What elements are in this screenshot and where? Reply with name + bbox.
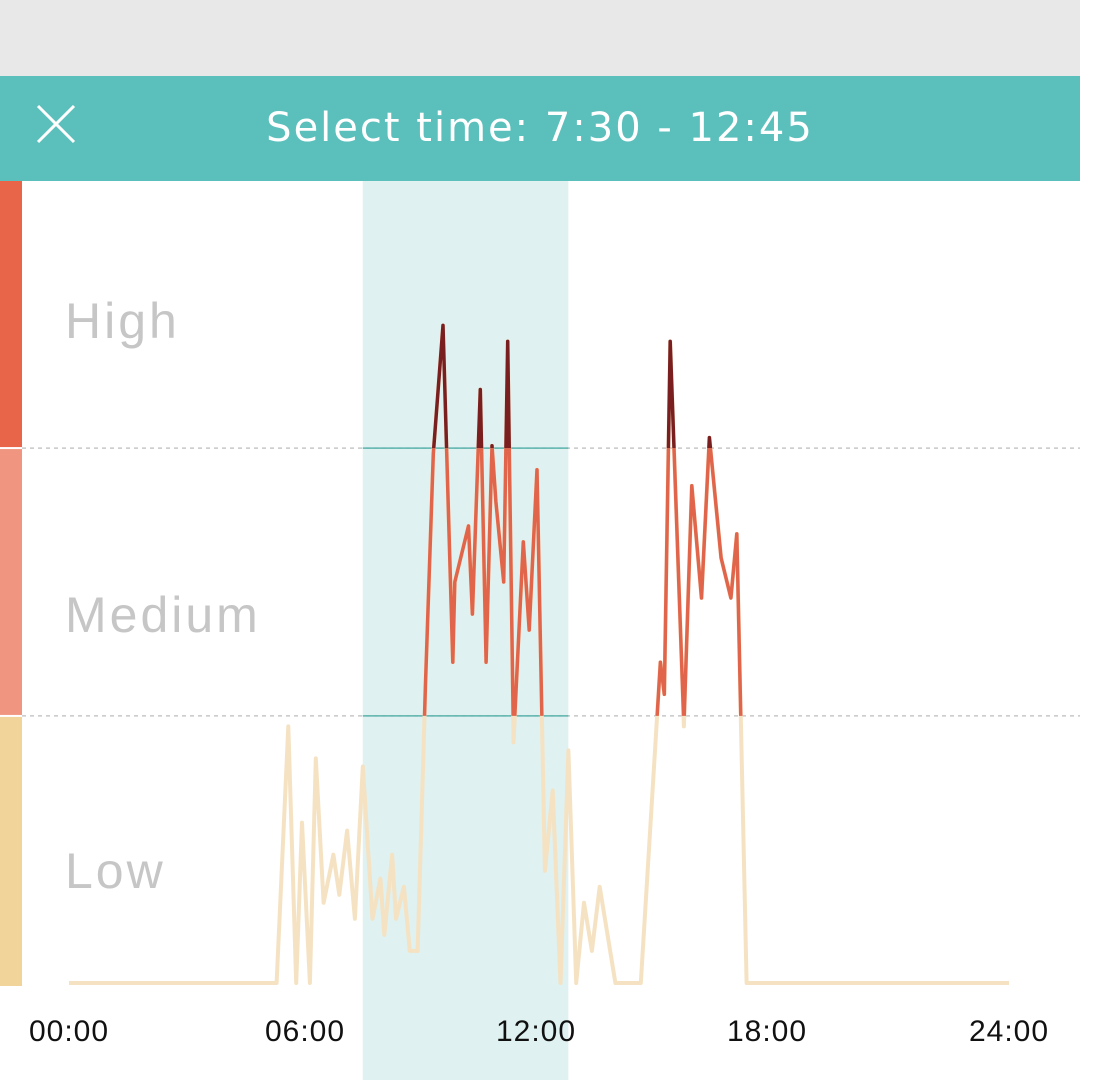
right-edge (1080, 0, 1120, 1080)
x-tick-label: 24:00 (968, 1015, 1050, 1048)
close-button[interactable] (30, 98, 82, 150)
page-title: Select time: 7:30 - 12:45 (266, 105, 814, 151)
close-icon (36, 104, 76, 144)
level-bar-high (0, 181, 22, 448)
series-line-medium (422, 448, 743, 716)
activity-chart[interactable] (0, 181, 1080, 1080)
level-bar-low (0, 716, 22, 986)
x-tick-label: 00:00 (28, 1015, 110, 1048)
x-tick-label: 12:00 (495, 1015, 577, 1048)
top-strip (0, 0, 1080, 76)
x-tick-label: 18:00 (726, 1015, 808, 1048)
level-label-high: High (65, 293, 180, 349)
level-label-medium: Medium (65, 587, 261, 643)
x-tick-label: 06:00 (264, 1015, 346, 1048)
level-bar-medium (0, 449, 22, 715)
header-bar: Select time: 7:30 - 12:45 (0, 76, 1080, 181)
level-label-low: Low (65, 843, 166, 899)
selection-range[interactable] (362, 181, 569, 1080)
